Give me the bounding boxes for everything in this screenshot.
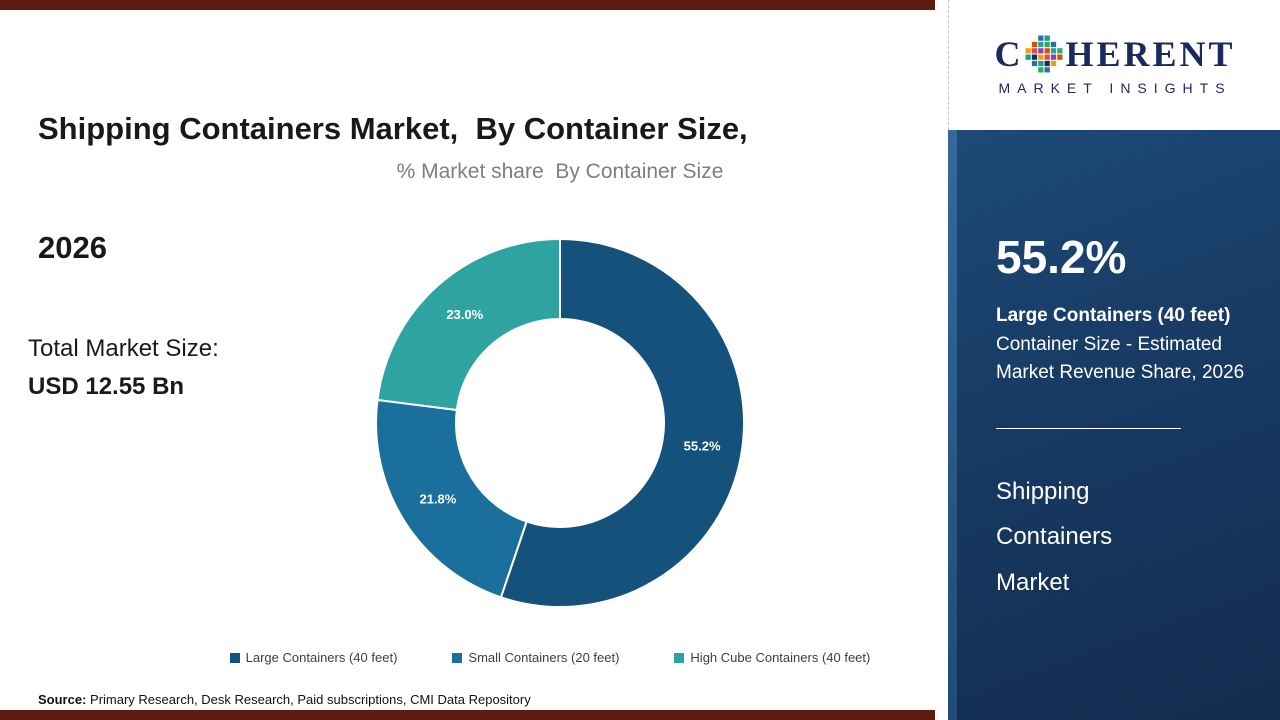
- legend-label: Small Containers (20 feet): [468, 650, 620, 665]
- total-market-size: Total Market Size: USD 12.55 Bn: [28, 330, 219, 406]
- mosaic-tile: [1038, 47, 1044, 53]
- mosaic-tile: [1044, 66, 1051, 72]
- bottom-accent-bar: [0, 710, 935, 720]
- legend-item-1: Large Containers (40 feet): [229, 650, 398, 665]
- source-text: Primary Research, Desk Research, Paid su…: [86, 692, 531, 707]
- source-line: Source: Primary Research, Desk Research,…: [38, 692, 531, 707]
- mosaic-tile: [1038, 54, 1044, 60]
- mosaic-tile: [1044, 60, 1051, 66]
- slice-label-1: 55.2%: [684, 438, 721, 453]
- logo-letters-herent: HERENT: [1065, 33, 1236, 74]
- donut-slice-2: [375, 398, 528, 599]
- mosaic-tile: [1032, 41, 1038, 47]
- mosaic-tile: [1044, 47, 1051, 53]
- highlight-segment-name: Large Containers (40 feet): [996, 305, 1231, 326]
- mosaic-tile: [1044, 54, 1051, 60]
- page-title: Shipping Containers Market, By Container…: [38, 30, 918, 347]
- chart-legend: Large Containers (40 feet) Small Containe…: [150, 650, 950, 665]
- slice-label-3: 23.0%: [446, 307, 483, 322]
- mosaic-tile: [1032, 47, 1038, 53]
- total-market-size-value: USD 12.55 Bn: [28, 373, 185, 400]
- highlight-description: Container Size - Estimated Market Revenu…: [996, 333, 1245, 384]
- mosaic-tile: [1025, 54, 1032, 60]
- mosaic-tile: [1038, 35, 1044, 41]
- mosaic-tile: [1032, 54, 1038, 60]
- mosaic-tile: [1032, 60, 1038, 66]
- mosaic-tile: [1038, 60, 1044, 66]
- panel-edge-strip: [948, 130, 957, 720]
- coherent-logo-wordmark: C HERENT: [994, 35, 1235, 73]
- panel-divider: [996, 427, 1181, 429]
- logo-tagline: MARKET INSIGHTS: [998, 79, 1232, 96]
- legend-item-2: Small Containers (20 feet): [452, 650, 619, 665]
- mosaic-tile: [1038, 41, 1044, 47]
- panel-market-name: Shipping Containers Market: [996, 477, 1113, 596]
- highlight-side-panel: 55.2% Large Containers (40 feet) Contain…: [948, 130, 1280, 720]
- legend-swatch-icon: [229, 652, 240, 663]
- highlight-percentage: 55.2%: [996, 231, 1127, 283]
- mosaic-tile: [1051, 41, 1057, 47]
- source-label: Source:: [38, 692, 87, 707]
- logo-letter-c: C: [994, 33, 1024, 74]
- mosaic-tile: [1057, 54, 1063, 60]
- top-accent-bar: [0, 0, 935, 10]
- mosaic-tile: [1051, 54, 1057, 60]
- legend-label: Large Containers (40 feet): [245, 650, 398, 665]
- legend-swatch-icon: [674, 652, 685, 663]
- mosaic-tile: [1038, 66, 1044, 72]
- mosaic-tile: [1025, 47, 1032, 53]
- legend-swatch-icon: [452, 652, 463, 663]
- page-title-line1: Shipping Containers Market, By Container…: [38, 111, 748, 147]
- legend-item-3: High Cube Containers (40 feet): [674, 650, 870, 665]
- mosaic-tile: [1057, 47, 1063, 53]
- mosaic-tile: [1051, 47, 1057, 53]
- slice-label-2: 21.8%: [419, 491, 456, 506]
- coherent-mosaic-globe-icon: [1025, 35, 1063, 72]
- legend-label: High Cube Containers (40 feet): [690, 650, 871, 665]
- donut-slice-3: [376, 237, 561, 412]
- page-title-line2: 2026: [38, 230, 107, 266]
- mosaic-tile: [1051, 60, 1057, 66]
- mosaic-tile: [1044, 35, 1051, 41]
- donut-slice-1: [499, 237, 745, 608]
- donut-chart: 55.2% 21.8% 23.0%: [375, 237, 745, 608]
- total-market-size-label: Total Market Size:: [28, 335, 219, 362]
- mosaic-tile: [1044, 41, 1051, 47]
- brand-logo-area: C HERENT MARKET INSIGHTS: [948, 0, 1280, 130]
- chart-title: % Market share By Container Size: [396, 160, 724, 183]
